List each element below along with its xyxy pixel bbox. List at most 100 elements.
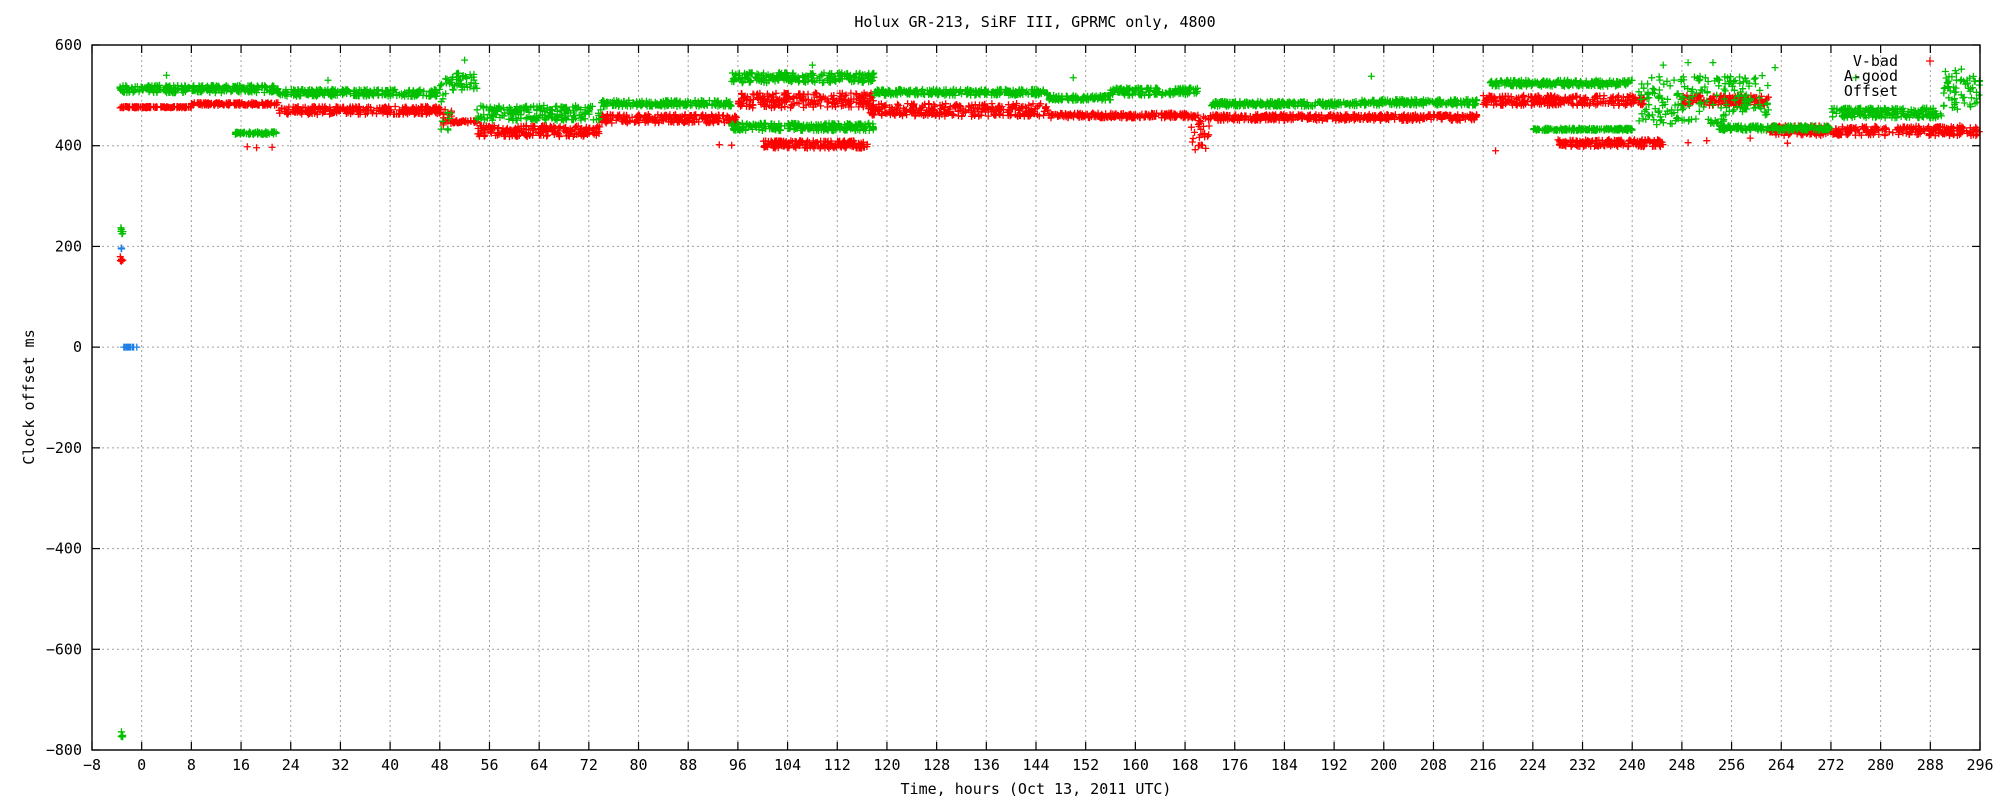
- x-tick-label: 104: [774, 756, 801, 774]
- y-tick-label: −800: [46, 741, 82, 759]
- data-cluster: [116, 103, 195, 112]
- x-tick-label: 192: [1321, 756, 1348, 774]
- x-tick-label: 24: [282, 756, 300, 774]
- x-tick-label: 96: [729, 756, 747, 774]
- data-point: [1783, 139, 1791, 147]
- legend-label: A-good: [1844, 67, 1898, 85]
- series-a-good: [116, 56, 1984, 741]
- chart-title: Holux GR-213, SiRF III, GPRMC only, 4800: [854, 13, 1215, 31]
- x-tick-label: 184: [1271, 756, 1298, 774]
- data-point: [808, 61, 816, 69]
- data-cluster: [1554, 136, 1667, 151]
- data-cluster: [1187, 111, 1213, 154]
- data-point: [1579, 140, 1587, 148]
- data-cluster: [1107, 84, 1201, 99]
- y-tick-label: −200: [46, 439, 82, 457]
- data-point: [253, 144, 261, 152]
- x-tick-label: 280: [1867, 756, 1894, 774]
- y-tick-label: 200: [55, 237, 82, 255]
- y-tick-label: 600: [55, 36, 82, 54]
- axis-ticks: −8 0 8 16 24 32 40 48 56 64 72 80 88 96 104 112 120 128 13…: [46, 36, 1994, 774]
- data-cluster: [275, 102, 444, 118]
- x-tick-label: 176: [1221, 756, 1248, 774]
- data-point: [1852, 74, 1860, 82]
- data-point: [243, 143, 251, 151]
- data-cluster: [116, 81, 282, 97]
- data-cluster: [1673, 72, 1729, 129]
- x-tick-label: 136: [973, 756, 1000, 774]
- x-axis-label: Time, hours (Oct 13, 2011 UTC): [901, 780, 1172, 798]
- y-tick-label: −600: [46, 640, 82, 658]
- legend-marker: [1926, 57, 1934, 65]
- data-cluster: [120, 343, 141, 351]
- data-cluster: [231, 128, 280, 138]
- x-tick-label: −8: [83, 756, 101, 774]
- data-cluster: [116, 253, 127, 265]
- x-tick-label: 152: [1072, 756, 1099, 774]
- legend-label: V-bad: [1853, 52, 1898, 70]
- data-point: [1069, 74, 1077, 82]
- data-point: [790, 143, 798, 151]
- y-tick-label: −400: [46, 540, 82, 558]
- data-point: [1659, 61, 1667, 69]
- data-cluster: [436, 75, 456, 134]
- data-cluster: [474, 122, 604, 141]
- data-cluster: [449, 117, 481, 127]
- x-tick-label: 208: [1420, 756, 1447, 774]
- x-tick-label: 112: [824, 756, 851, 774]
- x-tick-label: 144: [1022, 756, 1049, 774]
- y-tick-label: 400: [55, 137, 82, 155]
- data-point: [461, 56, 469, 64]
- grid: [92, 45, 1980, 750]
- data-cluster: [1045, 109, 1200, 122]
- data-point: [1957, 65, 1965, 73]
- series-v-bad: [116, 89, 1983, 265]
- data-cluster: [864, 100, 1052, 120]
- y-tick-label: 0: [73, 338, 82, 356]
- x-tick-label: 48: [431, 756, 449, 774]
- data-point: [268, 143, 276, 151]
- x-tick-label: 232: [1569, 756, 1596, 774]
- data-point: [1771, 64, 1779, 72]
- x-tick-label: 8: [187, 756, 196, 774]
- data-cluster: [728, 69, 878, 87]
- data-cluster: [1715, 122, 1834, 135]
- x-tick-label: 72: [580, 756, 598, 774]
- data-cluster: [188, 98, 282, 109]
- x-tick-label: 216: [1470, 756, 1497, 774]
- data-cluster: [1940, 67, 1984, 113]
- x-tick-label: 120: [873, 756, 900, 774]
- data-cluster: [760, 137, 871, 152]
- data-point: [1603, 137, 1611, 145]
- data-cluster: [1479, 91, 1648, 109]
- x-tick-label: 16: [232, 756, 250, 774]
- data-cluster: [1045, 91, 1114, 104]
- data-cluster: [871, 85, 1052, 99]
- legend-label: Offset: [1844, 82, 1898, 100]
- data-cluster: [1635, 73, 1679, 129]
- data-point: [715, 141, 723, 149]
- series-offset: [117, 244, 141, 351]
- data-cluster: [1206, 111, 1481, 124]
- data-point: [1709, 59, 1717, 67]
- data-cluster: [1828, 104, 1945, 122]
- data-cluster: [1208, 97, 1361, 110]
- x-tick-label: 88: [679, 756, 697, 774]
- x-tick-label: 248: [1668, 756, 1695, 774]
- data-cluster: [598, 111, 741, 127]
- x-tick-label: 160: [1122, 756, 1149, 774]
- x-tick-label: 240: [1619, 756, 1646, 774]
- x-tick-label: 32: [331, 756, 349, 774]
- data-cluster: [598, 96, 735, 110]
- data-cluster: [734, 89, 877, 112]
- data-cluster: [1530, 124, 1636, 135]
- data-point: [1492, 147, 1500, 155]
- data-point: [1684, 139, 1692, 147]
- x-tick-label: 264: [1768, 756, 1795, 774]
- data-point: [728, 141, 736, 149]
- x-tick-label: 168: [1172, 756, 1199, 774]
- plot-area: [116, 56, 1984, 741]
- data-point: [1703, 137, 1711, 145]
